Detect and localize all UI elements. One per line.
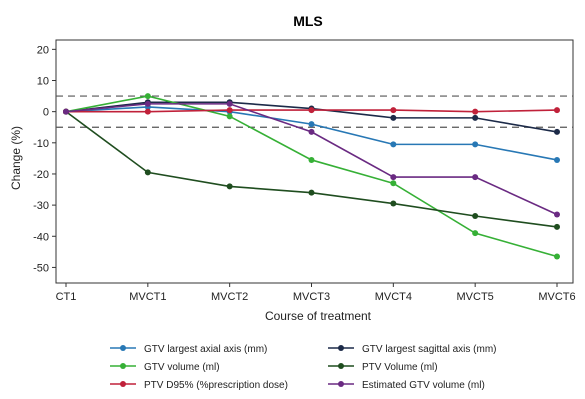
y-tick-label-2: 0 <box>43 107 49 119</box>
series-3-point-4 <box>390 200 397 207</box>
plot-area: 20 10 0 -10 -20 -30 -40 -50 CT1 MVCT1 MVCT2 MVCT3 MV… <box>33 39 576 303</box>
legend-marker-0 <box>120 345 126 351</box>
series-3-point-5 <box>472 213 479 220</box>
series-2-point-5 <box>472 230 479 237</box>
y-tick-label-7: -50 <box>33 262 49 274</box>
legend-label-1: GTV largest sagittal axis (mm) <box>362 344 496 355</box>
series-5-point-6 <box>554 211 560 218</box>
series-4-point-3 <box>308 107 315 114</box>
series-4-point-4 <box>390 107 397 114</box>
series-5-point-4 <box>390 174 397 181</box>
y-tick-label-3: -10 <box>33 138 49 150</box>
series-4-point-1 <box>144 108 151 115</box>
x-tick-label-0: CT1 <box>56 291 77 303</box>
series-2-point-3 <box>308 156 315 163</box>
legend-label-2: GTV volume (ml) <box>144 362 220 373</box>
legend-marker-5 <box>338 381 344 387</box>
x-tick-label-5: MVCT5 <box>457 291 494 303</box>
y-tick-label-4: -20 <box>33 169 49 181</box>
y-tick-label-6: -40 <box>33 231 49 243</box>
series-4-point-2 <box>226 107 233 114</box>
y-tick-label-5: -30 <box>33 200 49 212</box>
y-axis-label: Change (%) <box>9 126 23 190</box>
series-line-2 <box>65 95 558 258</box>
series-1-point-5 <box>472 114 479 121</box>
legend-label-0: GTV largest axial axis (mm) <box>144 344 267 355</box>
legend-marker-2 <box>120 363 126 369</box>
legend-marker-3 <box>338 363 344 369</box>
x-axis-label: Course of treatment <box>265 309 372 323</box>
series-2-point-4 <box>390 180 397 187</box>
x-tick-label-4: MVCT4 <box>375 291 412 303</box>
series-3-point-2 <box>226 183 233 190</box>
plot-frame <box>55 39 574 284</box>
legend-marker-4 <box>120 381 126 387</box>
series-4-point-5 <box>472 108 479 115</box>
legend: GTV largest axial axis (mm) GTV largest s… <box>110 344 496 391</box>
series-1-point-4 <box>390 114 397 121</box>
chart-title: MLS <box>293 13 323 29</box>
series-0-point-4 <box>390 141 397 148</box>
series-2-point-6 <box>554 253 560 260</box>
series-2-point-2 <box>226 113 233 120</box>
x-tick-label-2: MVCT2 <box>211 291 248 303</box>
series-3-point-6 <box>554 223 560 230</box>
x-tick-label-6: MVCT6 <box>538 291 575 303</box>
y-tick-label-1: 10 <box>37 76 49 88</box>
series-1-point-6 <box>554 128 560 135</box>
series-0-point-5 <box>472 141 479 148</box>
x-tick-label-3: MVCT3 <box>293 291 330 303</box>
series-4-point-6 <box>554 107 560 114</box>
legend-label-4: PTV D95% (%prescription dose) <box>144 380 288 391</box>
legend-marker-1 <box>338 345 344 351</box>
series-2-point-1 <box>144 93 151 100</box>
series-0-point-3 <box>308 121 315 128</box>
legend-label-3: PTV Volume (ml) <box>362 362 438 373</box>
series-3-point-3 <box>308 189 315 196</box>
y-tick-label-0: 20 <box>37 44 49 56</box>
series-5-point-2 <box>226 100 233 107</box>
x-tick-label-1: MVCT1 <box>129 291 166 303</box>
series-5-point-1 <box>144 100 151 107</box>
series-3-point-1 <box>144 169 151 176</box>
series-5-point-0 <box>63 108 69 115</box>
series-5-point-3 <box>308 128 315 135</box>
legend-label-5: Estimated GTV volume (ml) <box>362 380 485 391</box>
series-0-point-6 <box>554 156 560 163</box>
series-5-point-5 <box>472 174 479 181</box>
